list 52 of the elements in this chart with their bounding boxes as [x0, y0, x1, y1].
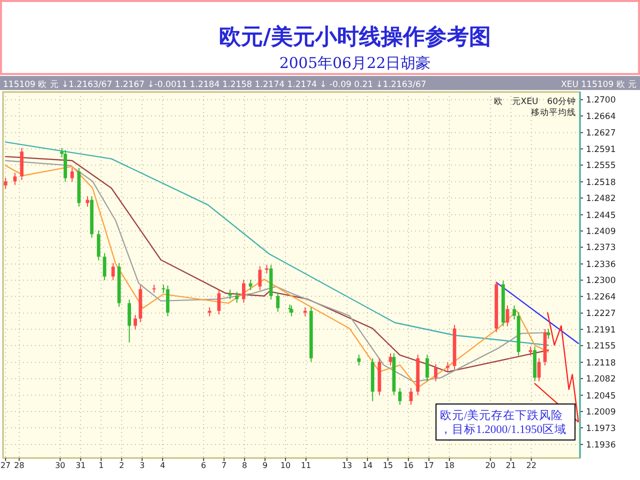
- y-tick-label: 1.1973: [586, 424, 616, 434]
- x-tick-label: 4: [160, 461, 166, 470]
- x-tick-label: 31: [76, 461, 86, 470]
- x-tick-label: 17: [424, 461, 434, 470]
- x-tick-label: 30: [55, 461, 66, 470]
- y-tick-label: 1.2009: [586, 408, 616, 418]
- y-tick-label: 1.2373: [586, 243, 616, 254]
- y-tick-label: 1.2627: [586, 128, 616, 139]
- annotation: 欧 元XEU 60分钟: [494, 96, 576, 107]
- text: 115109 欧 元 ↓1.2163/67 1.2167 ↓-0.0011 1.2184 1.2158 1.2174 1.2174 ↓ -0.09 0.21 ↓1.2163/67: [3, 79, 426, 90]
- y-tick-label: 1.2336: [586, 260, 616, 270]
- x-tick-label: 8: [242, 461, 248, 470]
- x-tick-label: 13: [342, 461, 352, 470]
- y-tick-label: 1.2482: [586, 194, 616, 204]
- x-tick-label: 18: [444, 461, 454, 470]
- x-tick-label: 7: [222, 461, 227, 470]
- x-tick-label: 22: [526, 461, 536, 470]
- x-tick-label: 28: [14, 461, 24, 470]
- y-tick-label: 1.2300: [586, 276, 616, 286]
- y-tick-label: 1.2591: [586, 144, 616, 155]
- annotation: 移动平均线: [531, 107, 576, 118]
- x-tick-label: 14: [362, 461, 373, 470]
- y-tick-label: 1.2155: [586, 342, 616, 352]
- x-tick-label: 2: [119, 461, 124, 470]
- x-tick-label: 11: [300, 461, 312, 470]
- y-tick-label: 1.2045: [586, 391, 616, 402]
- chart-subtitle: 2005年06月22日胡豪: [279, 54, 431, 72]
- y-tick-label: 1.2518: [586, 178, 616, 188]
- y-tick-label: 1.2409: [586, 227, 616, 237]
- x-tick-label: 9: [262, 461, 268, 470]
- chart-title: 欧元/美元小时线操作参考图: [218, 24, 492, 50]
- y-tick-label: 1.2118: [586, 358, 616, 368]
- x-tick-label: 27: [0, 461, 11, 470]
- y-tick-label: 1.1936: [586, 440, 616, 450]
- y-tick-label: 1.2191: [586, 325, 616, 336]
- x-tick-label: 16: [403, 461, 414, 470]
- text: XEU 115109 欧 元: [561, 79, 637, 90]
- x-tick-label: 15: [382, 461, 394, 470]
- y-tick-label: 1.2227: [586, 309, 616, 320]
- x-tick-label: 6: [201, 461, 206, 470]
- y-tick-label: 1.2264: [586, 292, 616, 302]
- y-tick-label: 1.2700: [586, 96, 616, 106]
- y-tick-label: 1.2082: [586, 374, 616, 385]
- x-tick-label: 20: [485, 461, 496, 470]
- y-tick-label: 1.2555: [586, 161, 616, 172]
- x-tick-label: 10: [280, 461, 291, 470]
- x-tick-label: 3: [140, 461, 145, 470]
- annotation: 欧元/美元存在下跌风险，目标1.2000/1.1950区域: [440, 408, 566, 436]
- y-tick-label: 1.2664: [586, 112, 616, 122]
- y-tick-label: 1.2445: [586, 210, 616, 221]
- x-tick-label: 21: [506, 461, 516, 470]
- x-tick-label: 1: [98, 461, 104, 470]
